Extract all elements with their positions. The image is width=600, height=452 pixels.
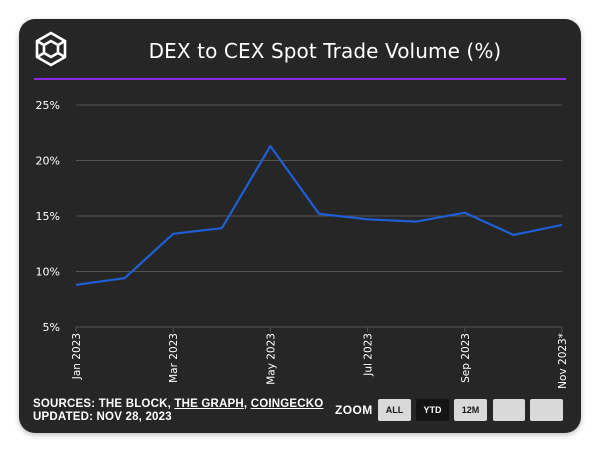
- gridlines: [76, 104, 562, 328]
- data-point[interactable]: [413, 219, 419, 225]
- x-tick-label: Nov 2023*: [557, 333, 569, 389]
- x-tick-label: Mar 2023: [168, 333, 180, 383]
- sources-line: SOURCES: THE BLOCK, THE GRAPH, COINGECKO: [33, 398, 323, 411]
- source-link-the-graph[interactable]: THE GRAPH: [174, 398, 244, 410]
- zoom-12m-button[interactable]: 12M: [454, 399, 487, 421]
- data-point[interactable]: [73, 282, 79, 288]
- zoom-all-button[interactable]: ALL: [378, 399, 411, 421]
- data-point[interactable]: [122, 275, 128, 281]
- zoom-ytd-button[interactable]: YTD: [416, 399, 449, 421]
- source-link-coingecko[interactable]: COINGECKO: [250, 398, 324, 410]
- x-tick-label: Jan 2023: [71, 333, 83, 380]
- zoom-blank-button-2[interactable]: [530, 399, 563, 421]
- chart-title: DEX to CEX Spot Trade Volume (%): [148, 39, 502, 63]
- y-axis-ticks: 5% 10% 15% 20% 25%: [36, 99, 60, 334]
- sources-note: SOURCES: THE BLOCK, THE GRAPH, COINGECKO…: [33, 398, 323, 424]
- series-line[interactable]: [75, 144, 563, 286]
- data-point[interactable]: [267, 143, 273, 149]
- data-point[interactable]: [510, 232, 516, 238]
- x-axis-ticks: Jan 2023 Mar 2023 May 2023 Jul 2023 Sep 2023…: [71, 327, 569, 389]
- y-tick-label: 5%: [43, 321, 60, 334]
- zoom-blank-button-1[interactable]: [493, 399, 525, 421]
- data-point[interactable]: [559, 222, 565, 228]
- y-tick-label: 25%: [36, 99, 60, 112]
- title-divider: [34, 78, 566, 80]
- y-tick-label: 15%: [36, 210, 60, 223]
- updated-date: UPDATED: NOV 28, 2023: [33, 411, 172, 423]
- x-tick-label: Sep 2023: [460, 333, 472, 383]
- y-tick-label: 20%: [36, 155, 60, 168]
- sources-prefix: SOURCES: THE BLOCK,: [33, 398, 175, 410]
- data-point[interactable]: [316, 211, 322, 217]
- zoom-label: ZOOM: [335, 403, 373, 417]
- the-block-logo-icon: [35, 31, 67, 67]
- data-point[interactable]: [219, 225, 225, 231]
- data-point[interactable]: [462, 210, 468, 216]
- sources-separator: ,: [243, 398, 251, 410]
- data-point[interactable]: [365, 216, 371, 222]
- y-tick-label: 10%: [36, 266, 60, 279]
- x-tick-label: Jul 2023: [363, 333, 375, 377]
- line-chart: 5%10%15%20%25% Jan 2023 Mar 2023 May 2023 J…: [36, 99, 569, 389]
- series-layer: [73, 143, 565, 288]
- data-point[interactable]: [170, 231, 176, 237]
- x-tick-label: May 2023: [265, 333, 277, 385]
- chart-card: DEX to CEX Spot Trade Volume (%) 5% 10% 15…: [19, 19, 581, 433]
